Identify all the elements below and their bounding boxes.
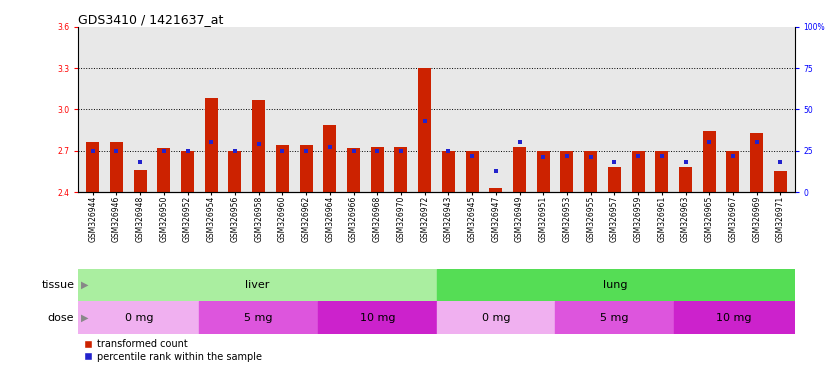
Point (276, 148, 289, 154)
Bar (395, 147, 407, 192)
Text: GDS3410 / 1421637_at: GDS3410 / 1421637_at (78, 13, 224, 26)
Point (655, 152, 668, 159)
Bar (347, 148, 360, 192)
Point (110, 148, 123, 154)
Bar (205, 98, 218, 192)
Bar (78, 301, 199, 334)
Point (774, 159, 787, 166)
Bar (157, 148, 170, 192)
Bar (774, 171, 787, 192)
Point (513, 139, 526, 146)
Point (560, 152, 573, 159)
Text: 10 mg: 10 mg (359, 313, 395, 323)
Text: dose: dose (48, 313, 74, 323)
Legend: transformed count, percentile rank within the sample: transformed count, percentile rank withi… (83, 339, 262, 362)
Point (394, 148, 407, 154)
Bar (679, 167, 692, 192)
Bar (323, 124, 336, 192)
Point (300, 148, 313, 154)
Point (489, 167, 502, 174)
Point (205, 139, 218, 146)
Point (86, 148, 99, 154)
Bar (300, 145, 312, 192)
Bar (561, 151, 573, 192)
Text: 10 mg: 10 mg (716, 313, 752, 323)
Bar (252, 100, 265, 192)
Point (679, 159, 692, 166)
Bar (703, 131, 716, 192)
Text: liver: liver (245, 280, 270, 290)
Bar (750, 133, 763, 192)
Bar (726, 151, 739, 192)
Bar (134, 170, 147, 192)
Point (157, 148, 170, 154)
Bar (632, 151, 644, 192)
Bar (584, 151, 597, 192)
Bar (110, 142, 123, 192)
Text: 0 mg: 0 mg (125, 313, 153, 323)
Text: 5 mg: 5 mg (244, 313, 273, 323)
Point (323, 144, 336, 151)
Point (252, 141, 265, 147)
Bar (418, 68, 431, 192)
Bar (318, 301, 436, 334)
Bar (199, 301, 318, 334)
Bar (86, 142, 99, 192)
Bar (608, 167, 621, 192)
Point (134, 159, 147, 166)
Bar (229, 151, 241, 192)
Bar (537, 151, 550, 192)
Point (750, 139, 763, 146)
Text: ▶: ▶ (81, 313, 88, 323)
Text: ▶: ▶ (81, 280, 88, 290)
Bar (371, 147, 384, 192)
Bar (674, 301, 795, 334)
Text: lung: lung (603, 280, 628, 290)
Bar (466, 151, 478, 192)
Point (442, 148, 455, 154)
Text: tissue: tissue (41, 280, 74, 290)
Point (181, 148, 194, 154)
Point (418, 118, 431, 124)
Bar (442, 151, 455, 192)
Point (608, 159, 621, 166)
Point (466, 152, 479, 159)
Point (726, 152, 739, 159)
Text: 0 mg: 0 mg (482, 313, 510, 323)
Bar (655, 151, 668, 192)
Point (347, 148, 360, 154)
Bar (513, 147, 526, 192)
Bar (276, 145, 289, 192)
Text: 5 mg: 5 mg (601, 313, 629, 323)
Bar (489, 188, 502, 192)
Bar (436, 269, 795, 301)
Point (371, 148, 384, 154)
Bar (555, 301, 674, 334)
Point (632, 152, 645, 159)
Bar (181, 151, 194, 192)
Point (703, 139, 716, 146)
Bar (436, 301, 555, 334)
Point (584, 154, 597, 161)
Bar (78, 269, 436, 301)
Point (228, 148, 241, 154)
Point (537, 154, 550, 161)
